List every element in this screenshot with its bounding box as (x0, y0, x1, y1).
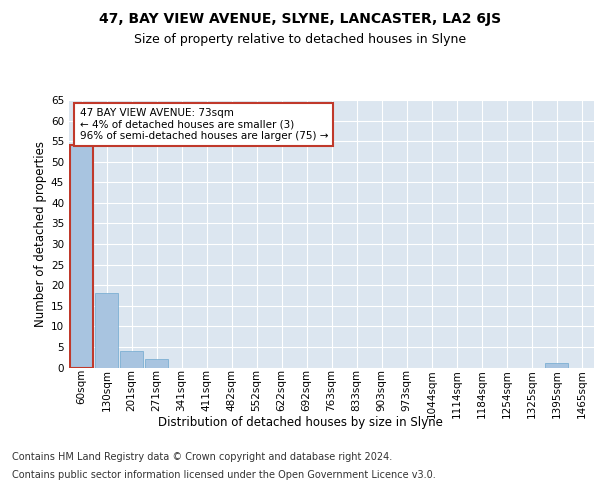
Text: Distribution of detached houses by size in Slyne: Distribution of detached houses by size … (158, 416, 442, 429)
Bar (145, 360, 168, 368)
Text: 47, BAY VIEW AVENUE, SLYNE, LANCASTER, LA2 6JS: 47, BAY VIEW AVENUE, SLYNE, LANCASTER, L… (99, 12, 501, 26)
Text: Size of property relative to detached houses in Slyne: Size of property relative to detached ho… (134, 32, 466, 46)
Text: Contains public sector information licensed under the Open Government Licence v3: Contains public sector information licen… (12, 470, 436, 480)
Bar (70, 146, 93, 368)
Y-axis label: Number of detached properties: Number of detached properties (34, 141, 47, 327)
Text: 47 BAY VIEW AVENUE: 73sqm
← 4% of detached houses are smaller (3)
96% of semi-de: 47 BAY VIEW AVENUE: 73sqm ← 4% of detach… (79, 108, 328, 141)
Bar (120, 351, 143, 368)
Bar (545, 364, 568, 368)
Bar (95, 294, 118, 368)
Text: Contains HM Land Registry data © Crown copyright and database right 2024.: Contains HM Land Registry data © Crown c… (12, 452, 392, 462)
